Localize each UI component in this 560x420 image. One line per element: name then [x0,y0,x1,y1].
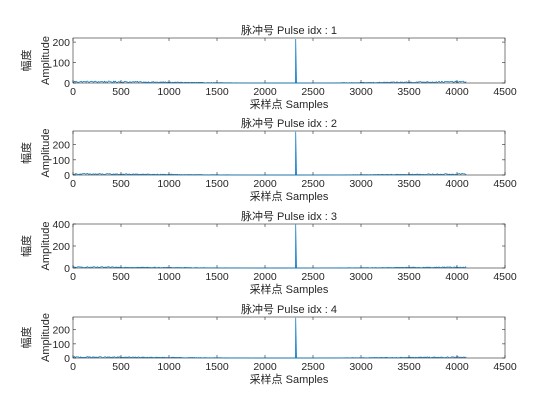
x-tick-label: 2000 [253,361,277,373]
x-tick-label: 1000 [157,271,181,283]
y-tick-label: 400 [52,219,70,231]
x-tick-label: 0 [70,271,76,283]
x-tick-label: 3500 [397,361,421,373]
y-axis-label-en: Amplitude [40,222,52,271]
x-tick-label: 2000 [253,178,277,190]
x-tick-label: 4500 [493,271,517,283]
x-tick-label: 1500 [205,86,229,98]
y-tick-label: 100 [52,155,70,167]
x-tick-label: 2500 [301,178,325,190]
y-axis-label-cn: 幅度 [19,142,33,164]
x-tick-label: 4000 [445,178,469,190]
x-tick-label: 500 [112,178,130,190]
y-tick-label: 100 [52,58,70,70]
subplot-3: 脉冲号 Pulse idx : 30 500 1000 1500 2000 2500 300… [19,209,517,296]
y-axis-label-cn: 幅度 [19,50,33,72]
x-tick-label: 1000 [157,361,181,373]
x-tick-label: 0 [70,361,76,373]
x-tick-label: 4500 [493,361,517,373]
x-tick-label: 4500 [493,178,517,190]
y-tick-label: 100 [52,339,70,351]
x-tick-label: 1500 [205,361,229,373]
subplot-2: 脉冲号 Pulse idx : 20 500 1000 1500 2000 2500 300… [19,116,517,203]
y-tick-label: 200 [52,325,70,337]
y-axis-label-en: Amplitude [40,36,52,85]
y-tick-label: 200 [52,140,70,152]
chart-title: 脉冲号 Pulse idx : 1 [241,23,337,37]
chart-title: 脉冲号 Pulse idx : 3 [241,209,337,223]
x-tick-label: 2500 [301,86,325,98]
x-axis-label: 采样点 Samples [250,189,329,203]
series-line [72,131,467,176]
y-tick-label: 0 [64,263,70,275]
x-tick-label: 500 [112,271,130,283]
y-axis-label-cn: 幅度 [19,235,33,257]
x-tick-label: 3000 [349,86,373,98]
x-tick-label: 3000 [349,178,373,190]
axes-box [72,130,506,176]
x-tick-label: 3500 [397,271,421,283]
x-axis-label: 采样点 Samples [250,282,329,296]
y-axis-label-en: Amplitude [40,129,52,178]
x-tick-label: 3000 [349,361,373,373]
x-tick-label: 1000 [157,178,181,190]
x-tick-label: 3500 [397,178,421,190]
y-tick-label: 200 [52,37,70,49]
y-tick-label: 0 [64,353,70,365]
x-tick-label: 2500 [301,271,325,283]
x-tick-label: 2000 [253,86,277,98]
x-tick-label: 500 [112,361,130,373]
chart-title: 脉冲号 Pulse idx : 2 [241,116,337,130]
series-line [72,39,467,84]
x-tick-label: 1500 [205,271,229,283]
y-tick-label: 0 [64,78,70,90]
y-tick-label: 200 [52,241,70,253]
y-axis-label-cn: 幅度 [19,327,33,349]
x-tick-label: 1500 [205,178,229,190]
axes-box [72,316,506,359]
x-tick-label: 4000 [445,361,469,373]
x-axis-label: 采样点 Samples [250,97,329,111]
x-tick-label: 3000 [349,271,373,283]
series-line [72,317,467,359]
x-tick-label: 3500 [397,86,421,98]
x-tick-label: 4000 [445,86,469,98]
x-axis-label: 采样点 Samples [250,372,329,386]
axes-box [72,223,506,269]
x-tick-label: 500 [112,86,130,98]
subplot-4: 脉冲号 Pulse idx : 40 500 1000 1500 2000 2500 300… [19,302,517,386]
axes-box [72,37,506,84]
x-tick-label: 2500 [301,361,325,373]
chart-title: 脉冲号 Pulse idx : 4 [241,302,337,316]
y-tick-label: 0 [64,170,70,182]
x-tick-label: 1000 [157,86,181,98]
x-tick-label: 4500 [493,86,517,98]
subplot-1: 脉冲号 Pulse idx : 10 500 1000 1500 2000 2500 300… [19,23,517,111]
series-line [72,224,467,269]
y-axis-label-en: Amplitude [40,313,52,362]
x-tick-label: 4000 [445,271,469,283]
x-tick-label: 0 [70,178,76,190]
x-tick-label: 2000 [253,271,277,283]
x-tick-label: 0 [70,86,76,98]
